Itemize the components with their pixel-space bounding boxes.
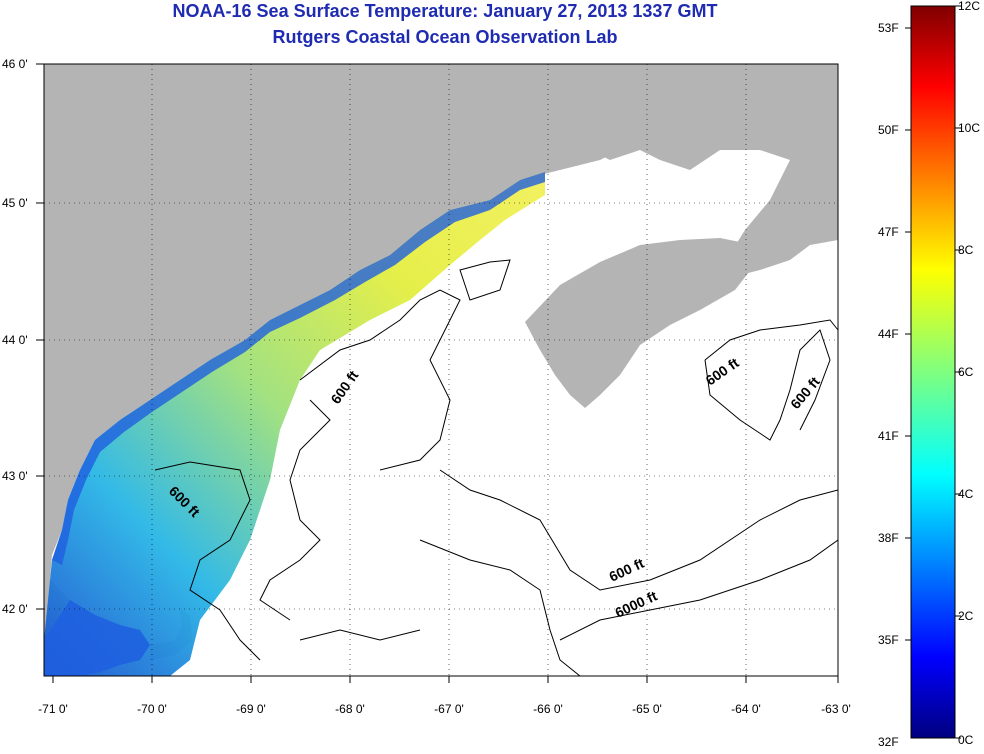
lat-label: 46 0'	[2, 57, 28, 71]
sst-coastal-cold-south	[44, 600, 150, 676]
sst-swath	[44, 172, 545, 676]
lon-label: -67 0'	[434, 702, 464, 716]
map-ticks	[36, 63, 839, 683]
lon-label: -71 0'	[38, 702, 68, 716]
colorbar-label-c: 2C	[958, 609, 974, 623]
lon-label: -68 0'	[335, 702, 365, 716]
colorbar-label-c: 6C	[958, 365, 974, 379]
map-title: NOAA-16 Sea Surface Temperature: January…	[172, 1, 718, 21]
lat-label: 43 0'	[2, 469, 28, 483]
bathymetry-contours	[154, 259, 838, 676]
colorbar	[910, 5, 956, 739]
colorbar-label-f: 53F	[878, 21, 899, 35]
lat-label: 44 0'	[2, 333, 28, 347]
lon-label: -63 0'	[821, 702, 851, 716]
lat-label: 42 0'	[2, 602, 28, 616]
colorbar-label-f: 38F	[878, 531, 899, 545]
colorbar-label-f: 32F	[878, 735, 899, 749]
lon-label: -64 0'	[731, 702, 761, 716]
map-subtitle: Rutgers Coastal Ocean Observation Lab	[272, 27, 618, 47]
colorbar-label-c: 4C	[958, 487, 974, 501]
lat-label: 45 0'	[2, 196, 28, 210]
land-new-brunswick	[590, 64, 838, 275]
colorbar-label-c: 12C	[958, 0, 980, 13]
colorbar-label-f: 41F	[878, 429, 899, 443]
lon-label: -69 0'	[236, 702, 266, 716]
colorbar-label-f: 44F	[878, 327, 899, 341]
lon-label: -65 0'	[632, 702, 662, 716]
land-maine	[44, 64, 770, 676]
colorbar-label-f: 47F	[878, 225, 899, 239]
colorbar-label-f: 35F	[878, 633, 899, 647]
lon-label: -66 0'	[533, 702, 563, 716]
colorbar-label-c: 0C	[958, 733, 974, 747]
colorbar-ticks	[905, 5, 961, 739]
colorbar-label-c: 10C	[958, 121, 980, 135]
graticule	[44, 64, 838, 676]
lon-label: -70 0'	[137, 702, 167, 716]
colorbar-label-c: 8C	[958, 243, 974, 257]
map-frame	[43, 63, 839, 677]
land-nova-scotia	[525, 238, 760, 408]
colorbar-label-f: 50F	[878, 123, 899, 137]
